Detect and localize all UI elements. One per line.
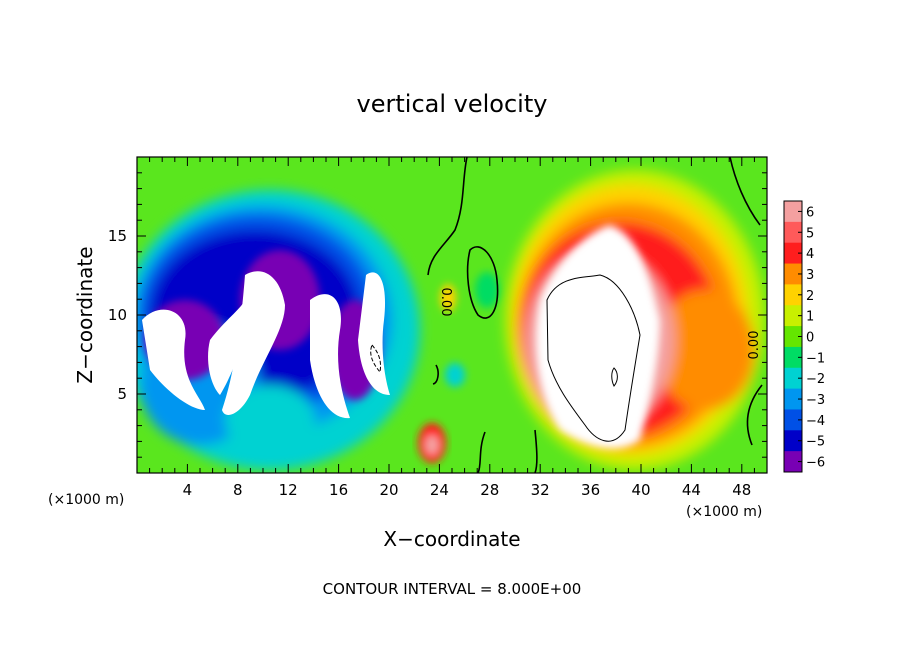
colorbar-swatch (784, 284, 802, 306)
colorbar-label: 4 (806, 247, 814, 262)
colorbar-swatch (784, 263, 802, 285)
x-tick-label: 4 (183, 481, 193, 499)
colorbar-label: 6 (806, 205, 814, 220)
colorbar-label: −5 (806, 435, 825, 450)
contour-interval-note: CONTOUR INTERVAL = 8.000E+00 (323, 580, 582, 598)
x-axis-title: X−coordinate (383, 527, 520, 551)
x-tick-label: 48 (732, 481, 751, 499)
colorbar-label: −3 (806, 393, 825, 408)
shaded-field (137, 157, 767, 473)
colorbar-swatch (784, 388, 802, 410)
x-tick-label: 12 (279, 481, 298, 499)
colorbar-label: −6 (806, 456, 825, 471)
y-tick-label: 5 (117, 385, 127, 403)
colorbar-label: 5 (806, 226, 814, 241)
contour-label-left: 0.00 (438, 288, 453, 317)
colorbar-swatch (784, 221, 802, 244)
colorbar-swatch (784, 451, 802, 473)
contour-label-right: 0.00 (747, 331, 762, 360)
colorbar-swatch (784, 346, 802, 369)
colorbar-swatch (784, 367, 802, 390)
colorbar-swatch (784, 409, 802, 431)
x-unit-label-right: (×1000 m) (686, 504, 762, 520)
colorbar-label: 0 (806, 331, 814, 346)
colorbar-swatch (784, 326, 802, 348)
colorbar-label: 3 (806, 268, 814, 283)
x-tick-label: 28 (480, 481, 499, 499)
y-axis: 5 10 15 (108, 172, 767, 458)
small-updraft-cell (418, 423, 446, 463)
x-tick-label: 8 (233, 481, 243, 499)
colorbar-label: −2 (806, 372, 825, 387)
colorbar-swatch (784, 305, 802, 327)
chart-title: vertical velocity (357, 90, 548, 118)
colorbar-label: −4 (806, 414, 825, 429)
minor-cells (440, 272, 499, 387)
colorbar-label: 1 (806, 310, 814, 325)
downdraft-extremes (142, 271, 390, 419)
x-tick-label: 24 (430, 481, 449, 499)
colorbar-swatch (784, 242, 802, 265)
y-tick-label: 15 (108, 227, 127, 245)
x-tick-label: 36 (581, 481, 600, 499)
colorbar-label: −1 (806, 351, 825, 366)
x-tick-label: 20 (379, 481, 398, 499)
x-tick-label: 16 (329, 481, 348, 499)
colorbar-swatch (784, 201, 802, 223)
x-tick-label: 44 (682, 481, 701, 499)
colorbar: 6 5 4 3 2 1 0 −1 −2 −3 −4 −5 −6 (783, 200, 825, 473)
colorbar-label: 2 (806, 289, 814, 304)
colorbar-swatch (784, 430, 802, 452)
x-tick-label: 32 (531, 481, 550, 499)
x-tick-label: 40 (631, 481, 650, 499)
y-tick-label: 10 (108, 306, 127, 324)
x-unit-label-left: (×1000 m) (48, 492, 124, 508)
contour-lines (370, 157, 763, 473)
y-axis-title: Z−coordinate (73, 246, 97, 383)
x-axis: 4 8 12 16 20 24 28 32 36 40 44 48 (149, 157, 755, 499)
